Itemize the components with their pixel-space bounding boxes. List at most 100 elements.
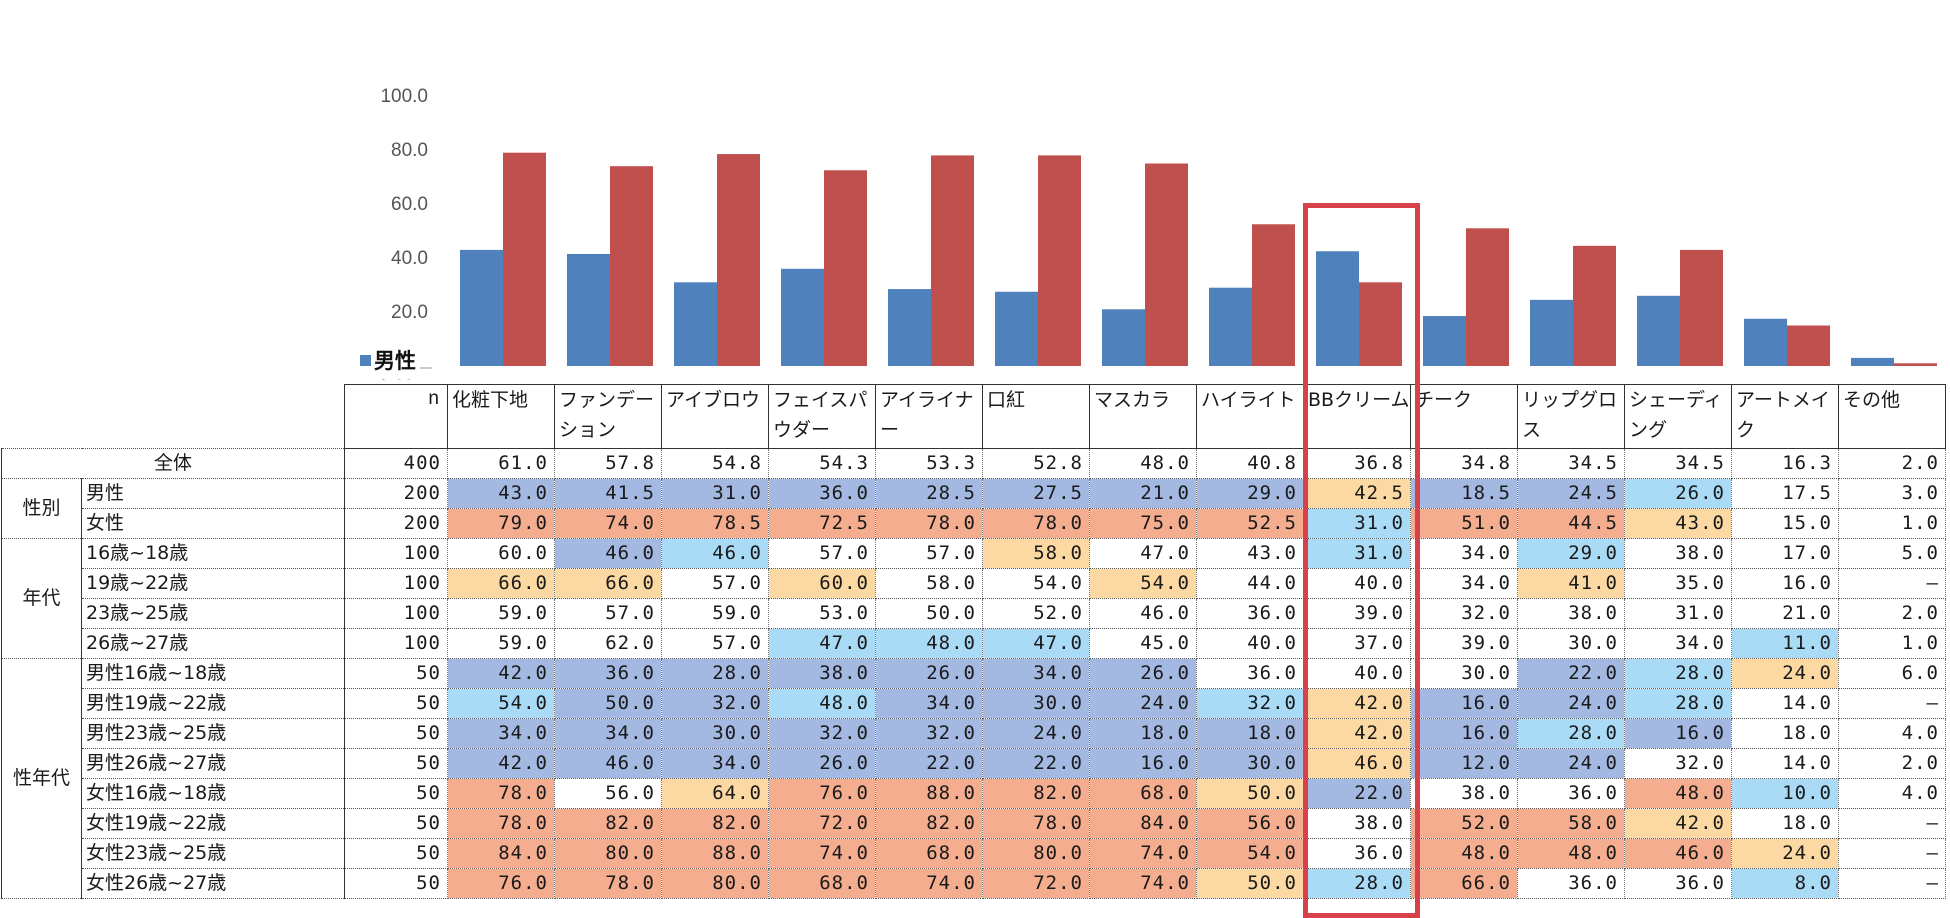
table-cell: 4.0 (1838, 718, 1946, 749)
table-cell: 32.0 (768, 718, 876, 749)
row-label: 19歳~22歳 (81, 568, 345, 599)
table-cell: 22.0 (1517, 658, 1625, 689)
bar-male (1851, 357, 1894, 366)
table-cell: 59.0 (661, 598, 769, 629)
table-cell: 44.0 (1196, 568, 1304, 599)
table-cell: 32.0 (875, 718, 983, 749)
y-tick-label: 20.0 (391, 302, 428, 323)
table-cell: 58.0 (982, 538, 1090, 569)
table-cell: 30.0 (1517, 628, 1625, 659)
table-cell: 14.0 (1731, 748, 1839, 779)
table-cell: 18.0 (1731, 718, 1839, 749)
table-cell: 2.0 (1838, 598, 1946, 629)
column-header: アイライナー (875, 384, 983, 449)
n-value: 50 (344, 748, 448, 779)
table-cell: 40.0 (1303, 658, 1411, 689)
bar-male (1530, 299, 1573, 366)
legend-swatch (360, 355, 371, 366)
table-cell: 12.0 (1410, 748, 1518, 779)
column-header: アイブロウ (661, 384, 769, 449)
table-cell: 46.0 (554, 538, 662, 569)
table-cell: 78.0 (982, 508, 1090, 539)
table-cell: 32.0 (1624, 748, 1732, 779)
table-cell: 82.0 (875, 808, 983, 839)
row-label: 男性16歳~18歳 (81, 658, 345, 689)
bar-female (717, 154, 760, 366)
table-cell: 36.0 (1303, 838, 1411, 869)
table-cell: 58.0 (1517, 808, 1625, 839)
table-cell: 50.0 (554, 688, 662, 719)
table-cell: 52.0 (982, 598, 1090, 629)
table-cell: 34.0 (661, 748, 769, 779)
table-cell: 42.0 (447, 658, 555, 689)
column-header: チーク (1410, 384, 1518, 449)
table-cell: – (1838, 838, 1946, 869)
table-cell: 28.0 (1624, 658, 1732, 689)
table-cell: 74.0 (1089, 838, 1197, 869)
n-value: 50 (344, 688, 448, 719)
table-cell: 60.0 (447, 538, 555, 569)
table-cell: 34.0 (1410, 538, 1518, 569)
y-tick-label: 100.0 (380, 86, 428, 107)
column-header: 口紅 (982, 384, 1090, 449)
table-cell: 46.0 (1303, 748, 1411, 779)
table-cell: 1.0 (1838, 508, 1946, 539)
table-cell: 57.0 (768, 538, 876, 569)
column-header: ファンデーション (554, 384, 662, 449)
table-cell: 78.0 (982, 808, 1090, 839)
table-cell: 28.0 (1303, 868, 1411, 899)
table-cell: 18.0 (1731, 808, 1839, 839)
column-header: シェーディング (1624, 384, 1732, 449)
table-cell: 74.0 (554, 508, 662, 539)
table-cell: 4.0 (1838, 778, 1946, 809)
column-header: その他 (1838, 384, 1946, 449)
table-cell: 36.0 (1517, 868, 1625, 899)
table-cell: 75.0 (1089, 508, 1197, 539)
table-cell: 42.5 (1303, 478, 1411, 509)
bar-female (1252, 224, 1295, 366)
table-cell: 47.0 (768, 628, 876, 659)
table-cell: 24.0 (1517, 688, 1625, 719)
table-cell: 16.3 (1731, 448, 1839, 479)
table-cell: 38.0 (1303, 808, 1411, 839)
table-cell: 24.0 (982, 718, 1090, 749)
table-cell: 48.0 (875, 628, 983, 659)
bar-female (1359, 282, 1402, 366)
row-label: 女性 (81, 508, 345, 539)
table-cell: 41.5 (554, 478, 662, 509)
table-cell: 31.0 (661, 478, 769, 509)
table-cell: 68.0 (768, 868, 876, 899)
table-cell: 38.0 (1410, 778, 1518, 809)
table-cell: 66.0 (554, 568, 662, 599)
n-value: 50 (344, 868, 448, 899)
table-cell: 32.0 (1196, 688, 1304, 719)
row-label: 男性 (81, 478, 345, 509)
table-cell: 48.0 (1517, 838, 1625, 869)
table-cell: 57.0 (661, 568, 769, 599)
column-header: リップグロス (1517, 384, 1625, 449)
table-cell: 54.0 (1196, 838, 1304, 869)
table-cell: 79.0 (447, 508, 555, 539)
bar-female (931, 155, 974, 366)
table-cell: 48.0 (1624, 778, 1732, 809)
table-cell: 2.0 (1838, 748, 1946, 779)
table-cell: 34.0 (1410, 568, 1518, 599)
table-cell: 18.0 (1196, 718, 1304, 749)
bar-female (1145, 163, 1188, 366)
table-cell: 30.0 (661, 718, 769, 749)
n-value: 50 (344, 838, 448, 869)
table-cell: 78.0 (447, 808, 555, 839)
bar-male (567, 253, 610, 366)
column-header: ハイライト (1196, 384, 1304, 449)
table-cell: 35.0 (1624, 568, 1732, 599)
table-cell: 31.0 (1303, 508, 1411, 539)
table-cell: 28.5 (875, 478, 983, 509)
table-cell: 50.0 (1196, 778, 1304, 809)
table-cell: 24.0 (1089, 688, 1197, 719)
table-cell: 30.0 (1410, 658, 1518, 689)
table-cell: 43.0 (447, 478, 555, 509)
table-cell: 28.0 (1517, 718, 1625, 749)
table-cell: 82.0 (554, 808, 662, 839)
table-cell: 34.5 (1624, 448, 1732, 479)
table-cell: 36.8 (1303, 448, 1411, 479)
